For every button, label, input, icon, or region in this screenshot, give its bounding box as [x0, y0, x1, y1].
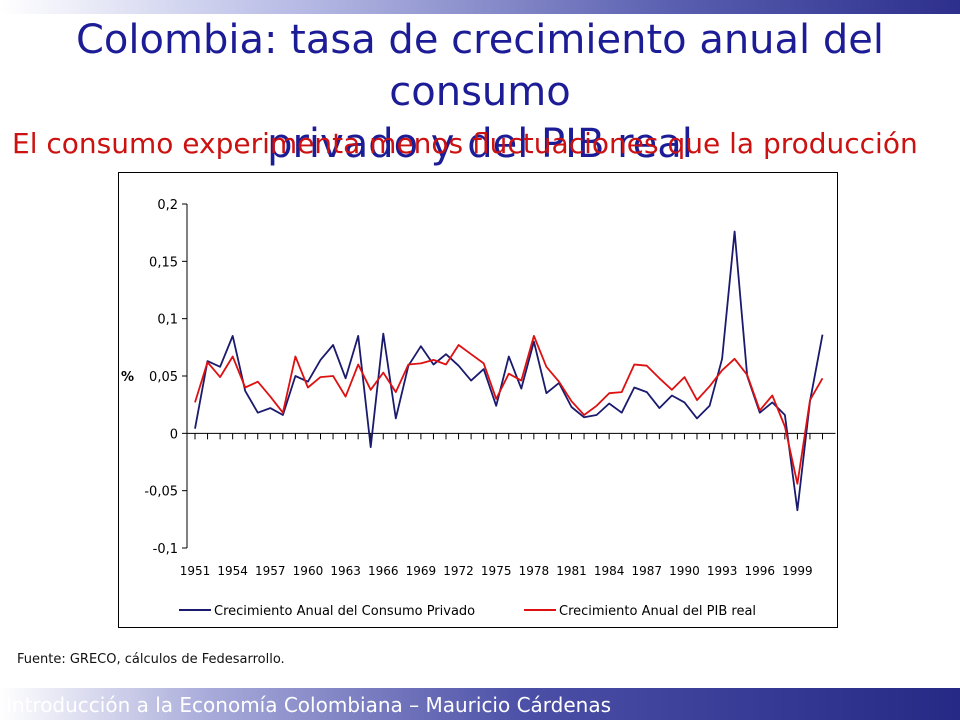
chart-frame: 0,2 0,15 0,1 0,05 0 -0,05 -0,1% 1951 1954 1957 196… — [118, 172, 838, 628]
y-tick-label: 0 — [170, 427, 178, 442]
legend-label-consumo: Crecimiento Anual del Consumo Privado — [214, 604, 475, 619]
x-tick-label: 1978 — [519, 564, 550, 578]
source-note: Fuente: GRECO, cálculos de Fedesarrollo. — [17, 652, 285, 667]
y-tick-label: 0,15 — [149, 255, 178, 270]
y-tick-label: 0,1 — [157, 313, 178, 328]
growth-line-chart: 0,2 0,15 0,1 0,05 0 -0,05 -0,1% 1951 1954 1957 196… — [121, 198, 836, 619]
top-accent-bar — [0, 0, 960, 14]
slide-subtitle: El consumo experimenta menos fluctuacion… — [12, 127, 918, 160]
slide-title-line2: privado y del PIB real — [267, 121, 693, 167]
x-tick-label: 1990 — [669, 564, 700, 578]
footer-bar: Introducción a la Economía Colombiana – … — [0, 688, 960, 720]
series-line-consumo-privado — [194, 230, 824, 512]
x-tick-label: 1975 — [481, 564, 512, 578]
y-tick-label: -0,05 — [144, 485, 178, 500]
y-tick-label: -0,1 — [153, 542, 178, 557]
x-tick-label: 1987 — [632, 564, 663, 578]
x-tick-label: 1951 — [180, 564, 211, 578]
x-tick-label: 1999 — [782, 564, 813, 578]
x-tick-label: 1972 — [443, 564, 474, 578]
y-axis-label: % — [121, 370, 134, 385]
x-tick-label: 1969 — [406, 564, 437, 578]
x-tick-label: 1993 — [707, 564, 738, 578]
legend-label-pib: Crecimiento Anual del PIB real — [559, 604, 756, 619]
x-tick-label: 1960 — [293, 564, 324, 578]
x-tick-label: 1966 — [368, 564, 399, 578]
x-tick-label: 1984 — [594, 564, 625, 578]
slide-title: Colombia: tasa de crecimiento anual del … — [0, 14, 960, 170]
x-tick-label: 1954 — [217, 564, 248, 578]
series-line-pib-real — [194, 334, 824, 485]
x-tick-label: 1981 — [556, 564, 587, 578]
x-tick-label: 1996 — [744, 564, 775, 578]
x-tick-label: 1963 — [330, 564, 361, 578]
y-tick-label: 0,05 — [149, 370, 178, 385]
y-tick-label: 0,2 — [157, 198, 178, 213]
x-tick-label: 1957 — [255, 564, 286, 578]
footer-text: Introducción a la Economía Colombiana – … — [6, 693, 612, 717]
slide-title-line1: Colombia: tasa de crecimiento anual del … — [76, 17, 884, 115]
